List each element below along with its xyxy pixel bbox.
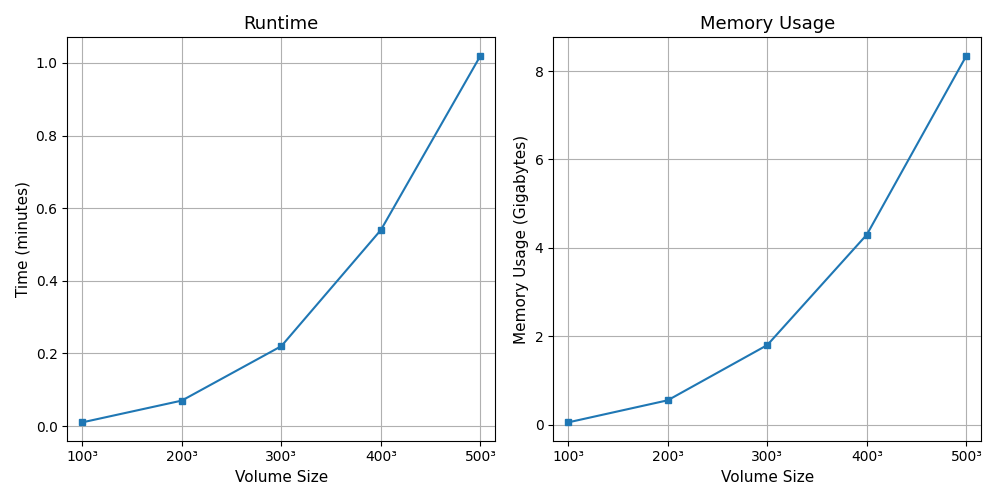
Y-axis label: Time (minutes): Time (minutes) bbox=[15, 181, 30, 297]
X-axis label: Volume Size: Volume Size bbox=[721, 470, 814, 485]
Title: Memory Usage: Memory Usage bbox=[700, 15, 835, 33]
Y-axis label: Memory Usage (Gigabytes): Memory Usage (Gigabytes) bbox=[514, 134, 529, 344]
X-axis label: Volume Size: Volume Size bbox=[235, 470, 328, 485]
Title: Runtime: Runtime bbox=[244, 15, 319, 33]
